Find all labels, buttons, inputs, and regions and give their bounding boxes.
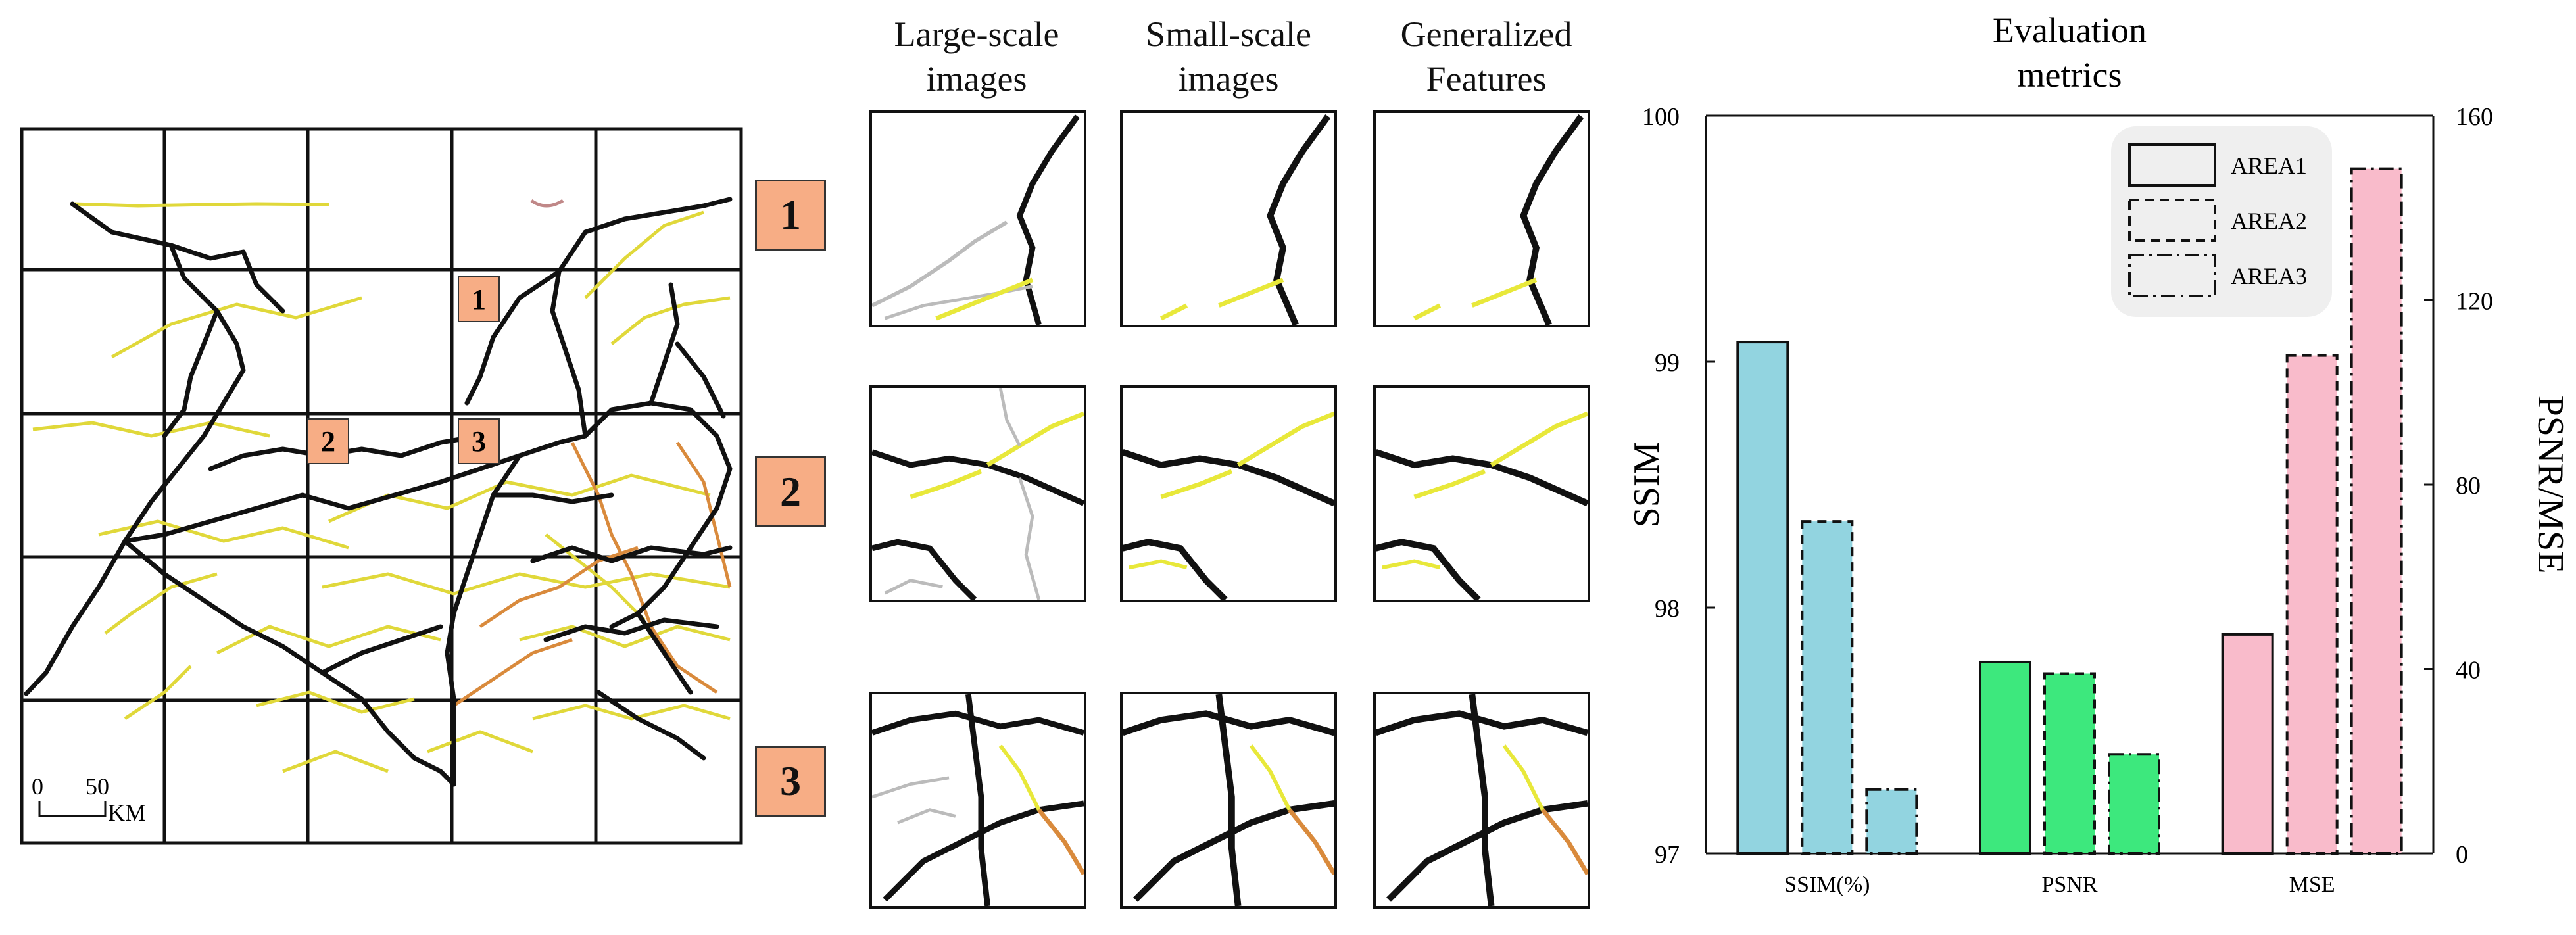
scale-bar: 0 50 KM [32,773,146,826]
legend-background [2111,126,2332,317]
secondary-roads [452,441,732,707]
thumb-row1-small-scale [1120,110,1337,327]
y-right-tick-label: 0 [2456,841,2468,869]
legend-swatch-area1 [2128,143,2216,187]
map-grid-label-1: 1 [458,276,500,322]
map-grid-label-3: 3 [458,418,500,464]
thumb-row3-generalized [1373,692,1590,909]
x-category-label: SSIM(%) [1784,873,1870,897]
legend-swatch-area2 [2128,199,2216,242]
svg-text:3: 3 [472,425,486,458]
thumb-row1-generalized [1373,110,1590,327]
row-badge-3: 3 [755,746,826,817]
svg-text:KM: KM [108,800,146,826]
major-roads [24,197,733,787]
y-left-tick-label: 100 [1642,103,1680,131]
thumb-row1-large-scale [869,110,1086,327]
y-right-axis-label: PSNR/MSE [2530,396,2571,574]
chart-legend: AREA1 AREA2 AREA3 [2111,126,2332,317]
evaluation-metrics-chart: Evaluation metrics 97 98 99 100 0 40 80 120 160 SSI… [1626,11,2571,897]
x-category-label: MSE [2289,873,2335,897]
svg-text:50: 50 [85,773,109,800]
thumb-row3-large-scale [869,692,1086,909]
y-right-tick-label: 120 [2456,288,2493,316]
bar-ssim-area2 [1801,520,1854,855]
map-grid-label-2: 2 [307,418,349,464]
minor-roads [32,202,731,773]
y-right-tick-label: 80 [2456,472,2481,500]
thumb-row3-small-scale [1120,692,1337,909]
thumb-row2-generalized [1373,385,1590,602]
svg-text:1: 1 [472,283,486,316]
row-badge-1: 1 [755,180,826,251]
column-heading-generalized: Generalized Features [1400,14,1572,99]
chart-title-line: Evaluation [1993,11,2147,50]
column-heading-large-scale: Large-scale images [894,14,1059,99]
thumb-row2-large-scale [869,385,1086,602]
bar-mse-area2 [2285,354,2339,855]
y-left-tick-label: 99 [1655,349,1680,377]
legend-label-area1: AREA1 [2231,153,2307,179]
legend-label-area3: AREA3 [2231,263,2307,289]
short-segment [530,199,564,208]
chart-title-line: metrics [2018,55,2122,95]
svg-text:0: 0 [32,773,43,800]
column-heading-small-scale: Small-scale images [1146,14,1311,99]
bar-mse-area3 [2350,167,2403,855]
legend-label-area2: AREA2 [2231,208,2307,234]
y-right-tick-label: 40 [2456,657,2481,684]
row-badge-2: 2 [755,456,826,527]
bar-ssim-area1 [1736,341,1789,855]
x-category-label: PSNR [2041,873,2097,897]
y-left-tick-label: 97 [1655,841,1680,869]
bar-psnr-area1 [1979,660,2031,855]
map-grid [20,127,743,845]
bar-ssim-area3 [1865,788,1918,855]
regional-road-map: 1 2 3 0 50 KM [20,127,743,845]
bar-mse-area1 [2221,633,2274,855]
svg-text:2: 2 [321,425,335,458]
y-right-tick-label: 160 [2456,103,2493,131]
y-left-tick-label: 98 [1655,595,1680,623]
y-left-axis-label: SSIM [1626,442,1667,528]
bar-psnr-area3 [2108,753,2160,855]
bar-psnr-area2 [2043,672,2096,855]
legend-swatch-area3 [2128,254,2216,297]
thumb-row2-small-scale [1120,385,1337,602]
